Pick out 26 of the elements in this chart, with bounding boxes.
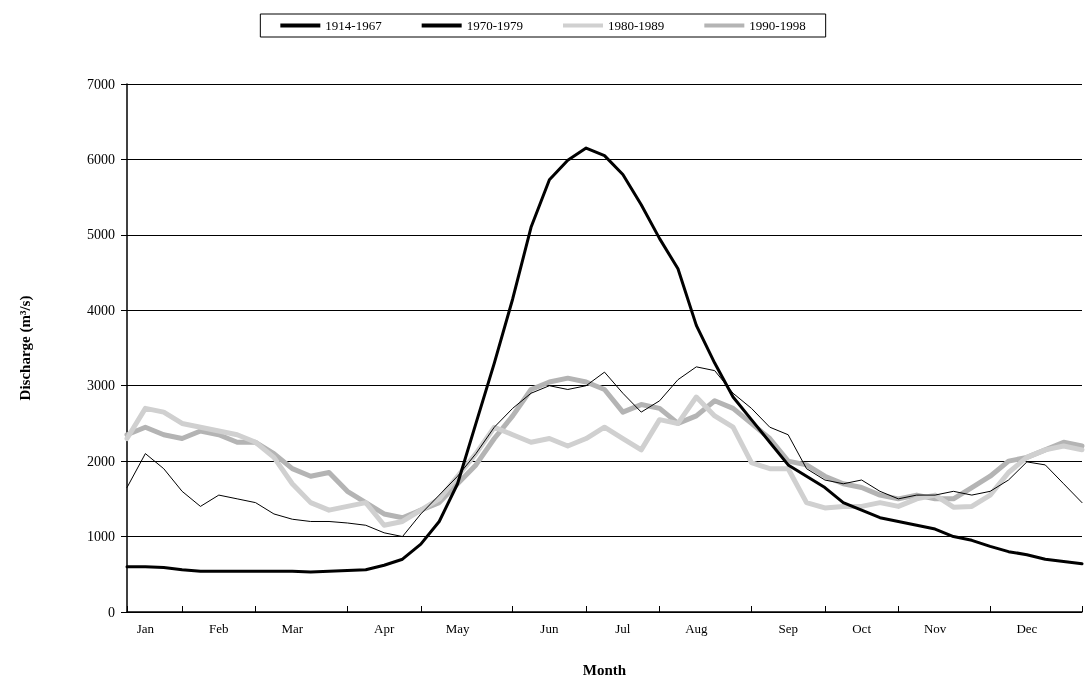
x-tick-label: Oct	[852, 621, 872, 636]
x-tick-label: Mar	[281, 621, 304, 636]
y-tick-label: 7000	[87, 76, 115, 92]
x-axis-title: Month	[582, 661, 627, 678]
y-tick-label: 1000	[87, 529, 115, 545]
x-tick-label: Apr	[374, 621, 395, 636]
x-tick-label: May	[445, 621, 470, 636]
x-tick-label: Jul	[615, 621, 631, 636]
legend-label: 1980-1989	[608, 18, 665, 33]
y-tick-label: 6000	[87, 151, 115, 167]
y-tick-label: 5000	[87, 227, 115, 243]
y-tick-label: 2000	[87, 453, 115, 469]
y-axis-title: Discharge (m³/s)	[16, 295, 34, 401]
legend-label: 1990-1998	[749, 18, 806, 33]
x-tick-label: Aug	[685, 621, 709, 636]
y-tick-label: 3000	[87, 378, 115, 394]
x-tick-label: Nov	[923, 621, 947, 636]
y-tick-label: 0	[108, 604, 115, 620]
legend-label: 1914-1967	[325, 18, 383, 33]
x-tick-label: Jan	[136, 621, 155, 636]
x-tick-label: Feb	[209, 621, 229, 636]
legend-label: 1970-1979	[466, 18, 524, 33]
y-tick-label: 4000	[87, 302, 115, 318]
x-tick-label: Jun	[540, 621, 559, 636]
x-tick-label: Sep	[778, 621, 798, 636]
x-tick-label: Dec	[1016, 621, 1038, 636]
